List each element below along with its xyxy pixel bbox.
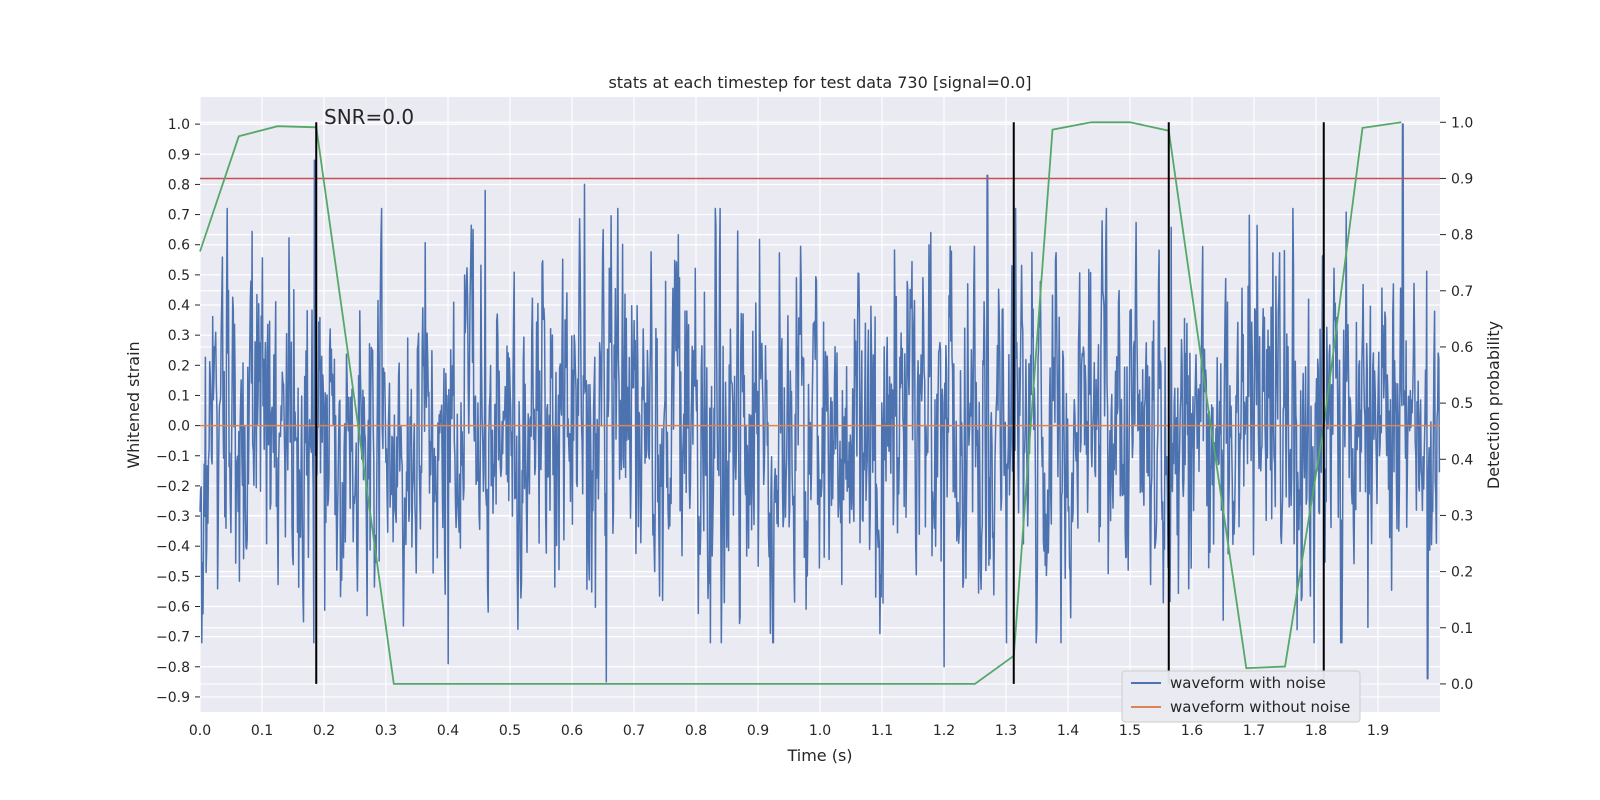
x-tick-label: 1.8 (1305, 723, 1327, 739)
series-line-waveform-with-noise (199, 123, 1441, 683)
y2-tick-label: 0.7 (1451, 284, 1473, 300)
x-tick-label: 0.6 (561, 723, 583, 739)
y-tick-label: 0.2 (168, 358, 190, 374)
y-tick-label: 0.8 (168, 177, 190, 193)
y2-axis-label: Detection probability (1484, 321, 1503, 489)
y-tick-label: −0.8 (156, 660, 190, 676)
y-tick-label: 0.7 (168, 208, 190, 224)
x-tick-label: 0.4 (437, 723, 459, 739)
x-tick-label: 1.6 (1181, 723, 1203, 739)
x-tick-label: 1.9 (1367, 723, 1389, 739)
y-tick-label: 0.1 (168, 388, 190, 404)
y2-tick-label: 0.6 (1451, 340, 1473, 356)
y-tick-label: 0.3 (168, 328, 190, 344)
y2-tick-label: 0.3 (1451, 508, 1473, 524)
legend-label-noise: waveform with noise (1170, 674, 1326, 692)
x-tick-label: 0.7 (623, 723, 645, 739)
y-tick-label: 1.0 (168, 117, 190, 133)
x-tick-label: 1.4 (1057, 723, 1079, 739)
ticks: 0.0 0.1 0.2 0.3 0.4 0.5 0.6 0.7 0.8 0.9 1.0 1.1 1.2 1… (156, 115, 1473, 739)
legend: waveform with noise waveform without noi… (1121, 670, 1361, 723)
x-tick-label: 1.3 (995, 723, 1017, 739)
y-tick-label: 0.4 (168, 298, 190, 314)
y-tick-label: −0.2 (156, 479, 190, 495)
x-tick-label: 1.0 (809, 723, 831, 739)
x-tick-label: 0.0 (189, 723, 211, 739)
x-tick-label: 1.5 (1119, 723, 1141, 739)
y2-tick-label: 0.4 (1451, 452, 1473, 468)
y-tick-label: 0.0 (168, 419, 190, 435)
series-line-detection-probability (199, 121, 1402, 685)
chart-title: stats at each timestep for test data 730… (608, 73, 1031, 92)
x-tick-label: 1.2 (933, 723, 955, 739)
x-tick-label: 1.7 (1243, 723, 1265, 739)
x-tick-label: 0.2 (313, 723, 335, 739)
y-tick-label: 0.9 (168, 147, 190, 163)
x-tick-label: 0.8 (685, 723, 707, 739)
legend-box (1121, 670, 1361, 723)
y-tick-label: −0.9 (156, 690, 190, 706)
series-layer (199, 121, 1441, 685)
y2-tick-label: 0.2 (1451, 565, 1473, 581)
y-tick-label: −0.6 (156, 599, 190, 615)
snr-annotation: SNR=0.0 (324, 105, 414, 129)
y-tick-label: −0.1 (156, 449, 190, 465)
x-tick-label: 0.3 (375, 723, 397, 739)
x-tick-label: 0.5 (499, 723, 521, 739)
y-tick-label: −0.5 (156, 569, 190, 585)
x-tick-label: 1.1 (871, 723, 893, 739)
y2-tick-label: 0.8 (1451, 228, 1473, 244)
legend-label-clean: waveform without noise (1170, 698, 1350, 716)
y2-tick-label: 0.9 (1451, 171, 1473, 187)
y2-tick-label: 1.0 (1451, 115, 1473, 131)
x-axis-label: Time (s) (786, 746, 852, 765)
y2-tick-label: 0.5 (1451, 396, 1473, 412)
y2-tick-label: 0.1 (1451, 621, 1473, 637)
x-tick-label: 0.1 (251, 723, 273, 739)
y-axis-label: Whitened strain (124, 341, 143, 468)
x-tick-label: 0.9 (747, 723, 769, 739)
y2-tick-label: 0.0 (1451, 677, 1473, 693)
y-tick-label: −0.4 (156, 539, 190, 555)
y-tick-label: 0.5 (168, 268, 190, 284)
y-tick-label: −0.3 (156, 509, 190, 525)
y-tick-label: 0.6 (168, 238, 190, 254)
y-tick-label: −0.7 (156, 630, 190, 646)
